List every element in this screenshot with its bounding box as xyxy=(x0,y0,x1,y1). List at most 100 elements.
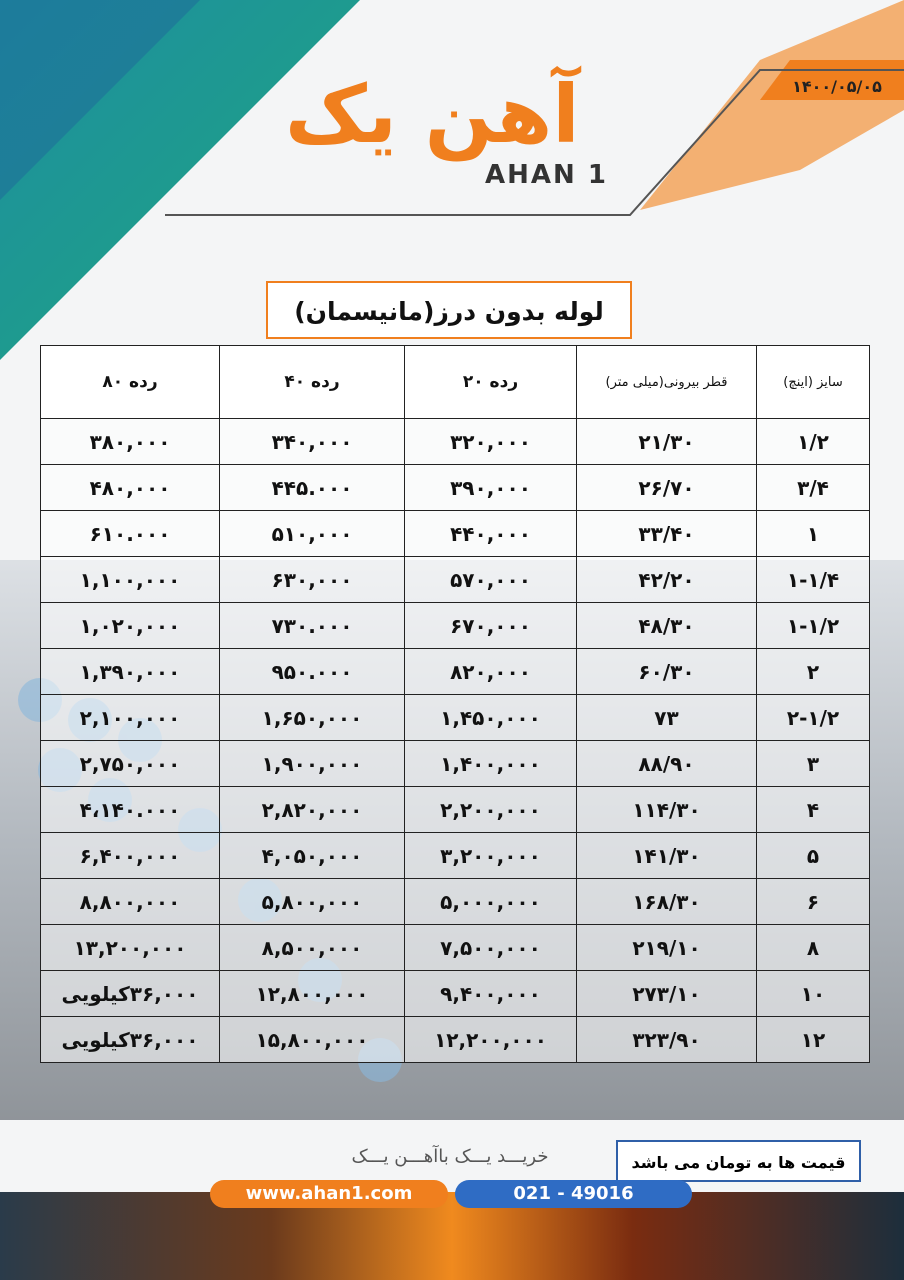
table-cell: ۷,۵۰۰,۰۰۰ xyxy=(404,924,577,971)
table-cell: ۱,۳۹۰,۰۰۰ xyxy=(40,648,220,695)
table-cell: ۴,۰۵۰,۰۰۰ xyxy=(219,832,405,879)
table-cell: ۳۹۰,۰۰۰ xyxy=(404,464,577,511)
table-cell: ۴۴۰,۰۰۰ xyxy=(404,510,577,557)
table-row: ۱/۲ ۲۱/۳۰ ۳۲۰,۰۰۰ ۳۴۰,۰۰۰ ۳۸۰,۰۰۰ xyxy=(40,418,870,465)
table-cell: ۱ xyxy=(756,510,870,557)
table-head: سایز (اینچ) قطر بیرونی(میلی متر) رده ۲۰ رده… xyxy=(40,345,870,419)
table-row: ۲ ۶۰/۳۰ ۸۲۰,۰۰۰ ۹۵۰.۰۰۰ ۱,۳۹۰,۰۰۰ xyxy=(40,648,870,695)
logo-latin: AHAN 1 xyxy=(485,160,608,190)
table-cell: ۲۱/۳۰ xyxy=(576,418,757,465)
slogan: خریـــد یـــک باآهـــن یـــک xyxy=(351,1146,549,1167)
table-cell: ۴۲/۲۰ xyxy=(576,556,757,603)
table-cell: ۶,۴۰۰,۰۰۰ xyxy=(40,832,220,879)
table-cell: ۸۲۰,۰۰۰ xyxy=(404,648,577,695)
table-cell: ۱-۱/۴ xyxy=(756,556,870,603)
table-cell: ۴۴۵.۰۰۰ xyxy=(219,464,405,511)
table-cell: ۴۸۰,۰۰۰ xyxy=(40,464,220,511)
table-cell: ۱۲,۸۰۰,۰۰۰ xyxy=(219,970,405,1017)
table-row: ۴ ۱۱۴/۳۰ ۲,۲۰۰,۰۰۰ ۲,۸۲۰,۰۰۰ ۴،۱۴۰.۰۰۰ xyxy=(40,786,870,833)
column-header: رده ۴۰ xyxy=(219,345,405,419)
table-cell: ۸ xyxy=(756,924,870,971)
table-cell: ۷۳۰.۰۰۰ xyxy=(219,602,405,649)
table-cell: ۱-۱/۲ xyxy=(756,602,870,649)
table-row: ۱۰ ۲۷۳/۱۰ ۹,۴۰۰,۰۰۰ ۱۲,۸۰۰,۰۰۰ ۳۶,۰۰۰کیلویی xyxy=(40,970,870,1017)
table-cell: ۱۴۱/۳۰ xyxy=(576,832,757,879)
table-cell: ۱,۶۵۰,۰۰۰ xyxy=(219,694,405,741)
table-cell: ۱۰ xyxy=(756,970,870,1017)
table-cell: ۱۶۸/۳۰ xyxy=(576,878,757,925)
table-cell: ۱,۹۰۰,۰۰۰ xyxy=(219,740,405,787)
table-cell: ۳۶,۰۰۰کیلویی xyxy=(40,970,220,1017)
table-row: ۱۲ ۳۲۳/۹۰ ۱۲,۲۰۰,۰۰۰ ۱۵,۸۰۰,۰۰۰ ۳۶,۰۰۰کیلویی xyxy=(40,1016,870,1063)
table-cell: ۹۵۰.۰۰۰ xyxy=(219,648,405,695)
table-cell: ۲۷۳/۱۰ xyxy=(576,970,757,1017)
table-cell: ۲-۱/۲ xyxy=(756,694,870,741)
table-cell: ۴۸/۳۰ xyxy=(576,602,757,649)
table-cell: ۱,۴۵۰,۰۰۰ xyxy=(404,694,577,741)
table-cell: ۱۳,۲۰۰,۰۰۰ xyxy=(40,924,220,971)
price-table: سایز (اینچ) قطر بیرونی(میلی متر) رده ۲۰ رده… xyxy=(40,345,870,1063)
table-cell: ۳۳/۴۰ xyxy=(576,510,757,557)
table-cell: ۱۲ xyxy=(756,1016,870,1063)
table-row: ۳ ۸۸/۹۰ ۱,۴۰۰,۰۰۰ ۱,۹۰۰,۰۰۰ ۲,۷۵۰,۰۰۰ xyxy=(40,740,870,787)
table-cell: ۳۶,۰۰۰کیلویی xyxy=(40,1016,220,1063)
table-cell: ۶ xyxy=(756,878,870,925)
logo: آهن یک AHAN 1 xyxy=(285,60,625,200)
column-header: رده ۸۰ xyxy=(40,345,220,419)
table-cell: ۲۱۹/۱۰ xyxy=(576,924,757,971)
table-cell: ۳۲۰,۰۰۰ xyxy=(404,418,577,465)
table-cell: ۱/۲ xyxy=(756,418,870,465)
table-cell: ۵,۰۰۰,۰۰۰ xyxy=(404,878,577,925)
table-cell: ۲,۸۲۰,۰۰۰ xyxy=(219,786,405,833)
table-cell: ۵,۸۰۰,۰۰۰ xyxy=(219,878,405,925)
table-cell: ۱۵,۸۰۰,۰۰۰ xyxy=(219,1016,405,1063)
table-cell: ۸۸/۹۰ xyxy=(576,740,757,787)
title: لوله بدون درز(مانیسمان) xyxy=(266,281,632,339)
table-cell: ۵۱۰,۰۰۰ xyxy=(219,510,405,557)
table-cell: ۳ xyxy=(756,740,870,787)
logo-text: آهن یک xyxy=(285,68,582,161)
table-cell: ۶۷۰,۰۰۰ xyxy=(404,602,577,649)
table-cell: ۳۸۰,۰۰۰ xyxy=(40,418,220,465)
table-cell: ۳۴۰,۰۰۰ xyxy=(219,418,405,465)
date: ۱۴۰۰/۰۵/۰۵ xyxy=(792,77,882,96)
table-row: ۶ ۱۶۸/۳۰ ۵,۰۰۰,۰۰۰ ۵,۸۰۰,۰۰۰ ۸,۸۰۰,۰۰۰ xyxy=(40,878,870,925)
table-row: ۱ ۳۳/۴۰ ۴۴۰,۰۰۰ ۵۱۰,۰۰۰ ۶۱۰.۰۰۰ xyxy=(40,510,870,557)
header-row: سایز (اینچ) قطر بیرونی(میلی متر) رده ۲۰ رده… xyxy=(40,345,870,419)
phone[interactable]: 021 - 49016 xyxy=(455,1180,692,1208)
table-cell: ۴،۱۴۰.۰۰۰ xyxy=(40,786,220,833)
table-row: ۵ ۱۴۱/۳۰ ۳,۲۰۰,۰۰۰ ۴,۰۵۰,۰۰۰ ۶,۴۰۰,۰۰۰ xyxy=(40,832,870,879)
price-note: قیمت ها به تومان می باشد xyxy=(616,1140,861,1182)
table-row: ۲-۱/۲ ۷۳ ۱,۴۵۰,۰۰۰ ۱,۶۵۰,۰۰۰ ۲,۱۰۰,۰۰۰ xyxy=(40,694,870,741)
table-cell: ۳۲۳/۹۰ xyxy=(576,1016,757,1063)
table-row: ۱-۱/۲ ۴۸/۳۰ ۶۷۰,۰۰۰ ۷۳۰.۰۰۰ ۱,۰۲۰,۰۰۰ xyxy=(40,602,870,649)
table-cell: ۱,۰۲۰,۰۰۰ xyxy=(40,602,220,649)
column-header: قطر بیرونی(میلی متر) xyxy=(576,345,757,419)
footer-strip xyxy=(0,1192,904,1280)
table-body: ۱/۲ ۲۱/۳۰ ۳۲۰,۰۰۰ ۳۴۰,۰۰۰ ۳۸۰,۰۰۰ ۳/۴ ۲۶/۷۰ ۳۹۰… xyxy=(40,418,870,1063)
table-cell: ۶۱۰.۰۰۰ xyxy=(40,510,220,557)
table-cell: ۲۶/۷۰ xyxy=(576,464,757,511)
column-header: سایز (اینچ) xyxy=(756,345,870,419)
table-cell: ۷۳ xyxy=(576,694,757,741)
table-row: ۱-۱/۴ ۴۲/۲۰ ۵۷۰,۰۰۰ ۶۳۰,۰۰۰ ۱,۱۰۰,۰۰۰ xyxy=(40,556,870,603)
table-cell: ۵۷۰,۰۰۰ xyxy=(404,556,577,603)
table-cell: ۱,۴۰۰,۰۰۰ xyxy=(404,740,577,787)
table-cell: ۲,۱۰۰,۰۰۰ xyxy=(40,694,220,741)
table-cell: ۹,۴۰۰,۰۰۰ xyxy=(404,970,577,1017)
table-cell: ۱,۱۰۰,۰۰۰ xyxy=(40,556,220,603)
website[interactable]: www.ahan1.com xyxy=(210,1180,448,1208)
table-cell: ۸,۸۰۰,۰۰۰ xyxy=(40,878,220,925)
table-row: ۸ ۲۱۹/۱۰ ۷,۵۰۰,۰۰۰ ۸,۵۰۰,۰۰۰ ۱۳,۲۰۰,۰۰۰ xyxy=(40,924,870,971)
table-row: ۳/۴ ۲۶/۷۰ ۳۹۰,۰۰۰ ۴۴۵.۰۰۰ ۴۸۰,۰۰۰ xyxy=(40,464,870,511)
table-cell: ۳,۲۰۰,۰۰۰ xyxy=(404,832,577,879)
column-header: رده ۲۰ xyxy=(404,345,577,419)
table-cell: ۸,۵۰۰,۰۰۰ xyxy=(219,924,405,971)
table-cell: ۶۳۰,۰۰۰ xyxy=(219,556,405,603)
table-cell: ۵ xyxy=(756,832,870,879)
table-cell: ۱۲,۲۰۰,۰۰۰ xyxy=(404,1016,577,1063)
table-cell: ۴ xyxy=(756,786,870,833)
table-cell: ۳/۴ xyxy=(756,464,870,511)
table-cell: ۲ xyxy=(756,648,870,695)
table-cell: ۶۰/۳۰ xyxy=(576,648,757,695)
